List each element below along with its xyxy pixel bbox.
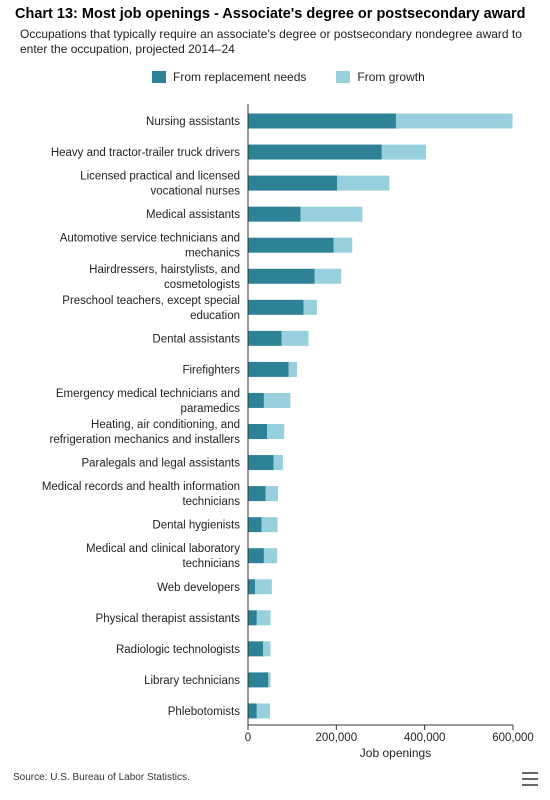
bar-replacement [248, 486, 266, 502]
category-label: refrigeration mechanics and installers [50, 434, 241, 446]
category-label: Nursing assistants [146, 116, 240, 128]
bar-growth [300, 206, 363, 222]
bar-replacement [248, 330, 282, 346]
category-label: education [190, 310, 240, 322]
category-label: Paralegals and legal assistants [81, 458, 240, 470]
bar-replacement [248, 579, 256, 595]
legend-swatch-replacement [152, 71, 166, 83]
bar-replacement [248, 392, 264, 408]
bar-replacement [248, 455, 274, 471]
category-label: Emergency medical technicians and [56, 388, 240, 400]
bar-replacement [248, 517, 262, 533]
category-label: Licensed practical and licensed [80, 171, 240, 183]
bar-growth [268, 672, 271, 688]
bar-growth [288, 361, 298, 377]
bar-replacement [248, 703, 257, 719]
bar-replacement [248, 672, 269, 688]
category-label: Physical therapist assistants [96, 613, 241, 625]
category-label: Hairdressers, hairstylists, and [89, 264, 240, 276]
category-label: Dental assistants [152, 333, 240, 345]
legend: From replacement needs From growth [152, 70, 455, 84]
legend-label-growth: From growth [357, 70, 425, 84]
category-label: Medical records and health information [42, 481, 240, 493]
bar-growth [333, 237, 353, 253]
bar-growth [337, 175, 390, 191]
legend-item-growth[interactable]: From growth [336, 70, 425, 84]
bar-replacement [248, 175, 338, 191]
category-label: Firefighters [182, 364, 240, 376]
bar-chart: Nursing assistants Heavy and tractor-trai… [42, 104, 534, 760]
category-label: Dental hygienists [152, 520, 240, 532]
bar-growth [263, 548, 278, 564]
bar-replacement [248, 144, 382, 160]
chart-subtitle: Occupations that typically require an as… [20, 27, 522, 56]
x-tick-label: 400,000 [404, 732, 446, 744]
bar-replacement [248, 268, 315, 284]
category-label: Phlebotomists [168, 706, 240, 718]
x-tick-label: 200,000 [316, 732, 358, 744]
category-label: Medical assistants [146, 209, 240, 221]
category-label: cosmetologists [164, 279, 240, 291]
category-label: Heavy and tractor-trailer truck drivers [51, 147, 240, 159]
legend-item-replacement[interactable]: From replacement needs [152, 70, 306, 84]
bar-replacement [248, 641, 264, 657]
bar-growth [281, 330, 309, 346]
bar-replacement [248, 610, 257, 626]
bar-growth [395, 113, 513, 129]
category-label: Automotive service technicians and [60, 233, 240, 245]
bar-growth [256, 610, 271, 626]
bar-growth [265, 486, 279, 502]
x-axis-title: Job openings [360, 746, 431, 760]
bar-growth [263, 392, 291, 408]
bar-replacement [248, 424, 267, 439]
category-label: mechanics [185, 248, 240, 260]
category-label: paramedics [181, 403, 241, 415]
bar-growth [273, 455, 283, 471]
category-label: technicians [182, 496, 240, 508]
bar-growth [266, 424, 285, 439]
category-label: technicians [182, 558, 240, 570]
bar-replacement [248, 237, 334, 253]
bar-replacement [248, 361, 289, 377]
legend-label-replacement: From replacement needs [173, 70, 307, 84]
bar-replacement [248, 548, 264, 564]
bar-growth [256, 703, 271, 719]
chart-title: Chart 13: Most job openings - Associate'… [15, 6, 526, 22]
legend-swatch-growth [336, 71, 351, 83]
category-label: Library technicians [144, 675, 240, 687]
bar-growth [263, 641, 271, 657]
bar-growth [261, 517, 278, 533]
category-label: Preschool teachers, except special [62, 295, 240, 307]
bar-replacement [248, 113, 396, 129]
bar-growth [381, 144, 426, 160]
category-label: vocational nurses [151, 186, 241, 198]
x-tick-label: 600,000 [492, 732, 534, 744]
x-tick-label: 0 [245, 732, 251, 744]
source-note: Source: U.S. Bureau of Labor Statistics. [13, 772, 190, 783]
bar-replacement [248, 299, 304, 315]
hamburger-menu-icon[interactable] [522, 772, 538, 786]
bar-growth [314, 268, 342, 284]
bar-growth [303, 299, 317, 315]
category-label: Radiologic technologists [116, 644, 240, 656]
bar-growth [255, 579, 272, 595]
category-label: Medical and clinical laboratory [86, 543, 240, 555]
category-label: Web developers [157, 582, 240, 594]
category-label: Heating, air conditioning, and [91, 419, 240, 431]
bar-replacement [248, 206, 301, 222]
